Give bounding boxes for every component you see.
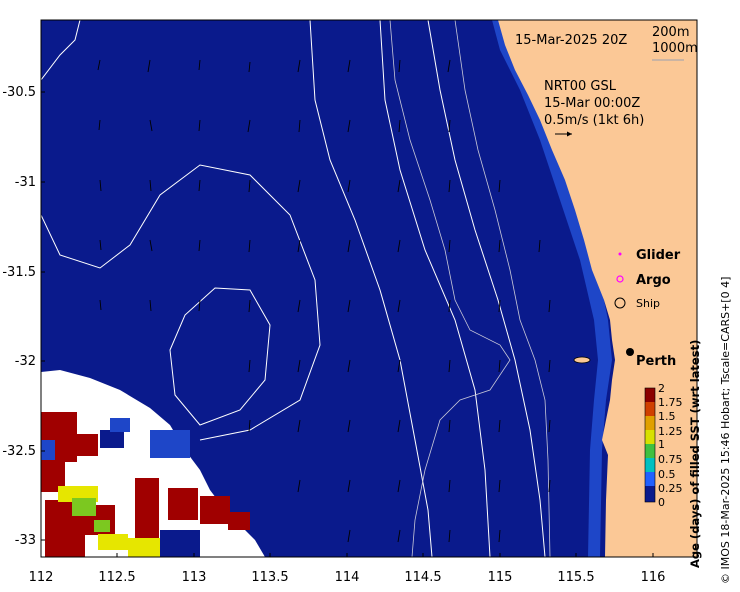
x-tick: 115	[488, 570, 513, 585]
current-scale-label: 0.5m/s (1kt 6h)	[544, 113, 644, 128]
colorbar	[644, 387, 656, 503]
x-tick: 116	[641, 570, 666, 585]
argo-legend-label: Argo	[636, 273, 671, 288]
sst-contours	[41, 20, 546, 557]
x-tick: 112	[29, 570, 54, 585]
current-scale-arrow	[555, 131, 572, 137]
y-tick: -32.5	[2, 444, 36, 459]
glider-legend-label: Glider	[636, 248, 681, 263]
current-time-label: 15-Mar 00:00Z	[544, 96, 640, 111]
sst-age-patches	[41, 370, 265, 557]
argo-marker	[616, 275, 624, 283]
y-tick: -32	[15, 354, 36, 369]
colorbar-title: Age (days) of filled SST (wrt latest)	[688, 340, 702, 568]
ship-legend-label: Ship	[636, 297, 660, 310]
date-label: 15-Mar-2025 20Z	[515, 33, 627, 48]
ship-marker	[614, 297, 626, 309]
colorbar-tick: 1.25	[658, 425, 683, 438]
x-tick: 114	[335, 570, 360, 585]
y-tick: -31.5	[2, 265, 36, 280]
credit-text: © IMOS 18-Mar-2025 15:46 Hobart; Tscale=…	[719, 277, 732, 584]
colorbar-tick: 0.5	[658, 468, 676, 481]
colorbar-tick: 1.75	[658, 396, 683, 409]
colorbar-ticks: 2 1.75 1.5 1.25 1 0.75 0.5 0.25 0	[658, 382, 683, 509]
colorbar-tick: 0	[658, 496, 665, 509]
x-tick: 114.5	[404, 570, 441, 585]
colorbar-tick: 1.5	[658, 410, 676, 423]
colorbar-tick: 1	[658, 438, 665, 451]
x-tick: 112.5	[98, 570, 135, 585]
x-tick: 115.5	[557, 570, 594, 585]
y-tick: -30.5	[2, 85, 36, 100]
colorbar-tick: 0.75	[658, 453, 683, 466]
y-tick: -31	[15, 175, 36, 190]
x-tick: 113.5	[251, 570, 288, 585]
contour-legend-1000m: 1000m	[652, 41, 698, 56]
current-source-label: NRT00 GSL	[544, 79, 617, 94]
bathymetry-contours	[389, 20, 551, 557]
current-vectors	[97, 59, 551, 543]
plot-frame	[40, 19, 698, 558]
colorbar-tick: 2	[658, 382, 665, 395]
perth-label: Perth	[636, 354, 676, 369]
x-axis: 112 112.5 113 113.5 114 114.5 115 115.5 …	[29, 553, 666, 585]
glider-marker	[618, 252, 622, 256]
y-tick: -33	[15, 533, 36, 548]
perth-marker	[626, 348, 634, 356]
x-tick: 113	[182, 570, 207, 585]
y-axis: -30.5 -31 -31.5 -32 -32.5 -33	[2, 85, 45, 548]
contour-legend-200m: 200m	[652, 25, 689, 40]
colorbar-tick: 0.25	[658, 482, 683, 495]
rottnest-island	[573, 356, 591, 364]
